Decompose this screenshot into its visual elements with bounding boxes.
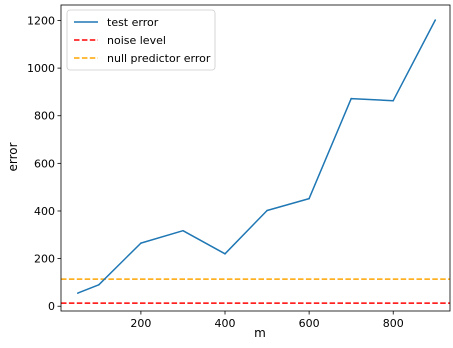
axes: 200 400 600 800 0 200 400 600 800 1000 1200 xyxy=(27,4,451,330)
plot-frame xyxy=(60,4,451,312)
data-point xyxy=(308,197,310,200)
y-tick-label: 200 xyxy=(34,253,55,266)
legend-box xyxy=(66,9,216,71)
data-point xyxy=(77,292,79,294)
data-point xyxy=(350,97,352,100)
y-tick-label: 600 xyxy=(34,157,55,170)
legend-label: test error xyxy=(107,16,159,29)
x-tick-label: 800 xyxy=(383,317,404,330)
series-line-test-error xyxy=(77,19,436,294)
y-axis-label: error xyxy=(6,142,20,171)
data-point xyxy=(140,242,142,244)
y-tick-label: 0 xyxy=(48,300,55,313)
x-tick-label: 400 xyxy=(215,317,236,330)
y-tick-label: 800 xyxy=(34,110,55,123)
y-tick-label: 1200 xyxy=(27,14,55,27)
data-point xyxy=(224,253,226,255)
legend-label: null predictor error xyxy=(107,52,211,65)
legend: test error noise level null predictor erro… xyxy=(66,9,216,71)
x-axis-label: m xyxy=(254,326,266,340)
data-point xyxy=(266,209,268,212)
plot-area xyxy=(61,19,450,304)
y-tick-label: 1000 xyxy=(27,62,55,75)
x-tick-label: 200 xyxy=(130,317,151,330)
data-point xyxy=(392,99,395,102)
legend-label: noise level xyxy=(107,34,166,47)
y-tick-label: 400 xyxy=(34,205,55,218)
x-tick-label: 600 xyxy=(299,317,320,330)
data-point xyxy=(434,19,437,21)
data-point xyxy=(182,229,184,232)
data-point xyxy=(98,284,100,286)
